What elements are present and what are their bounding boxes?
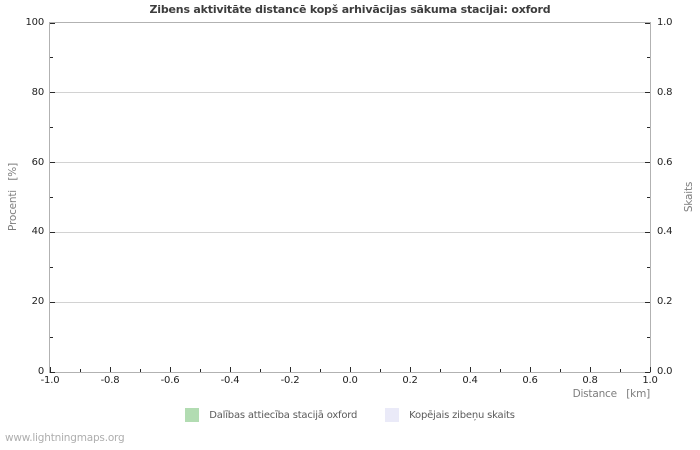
y-right-tick-label: 0.2: [657, 296, 673, 308]
x-tick: [529, 367, 531, 372]
x-minor-tick: [259, 369, 261, 372]
x-axis-title: Distance [km]: [572, 388, 651, 400]
y-right-tick-label: 0.8: [657, 86, 673, 98]
gridline: [50, 162, 650, 164]
y-right-tick: [645, 92, 650, 94]
y-left-tick: [50, 22, 55, 24]
y-right-minor-tick: [647, 57, 650, 59]
x-tick-label: -0.2: [280, 375, 300, 386]
x-tick-label: 0.0: [342, 375, 358, 386]
x-minor-tick: [439, 369, 441, 372]
y-right-tick: [645, 22, 650, 24]
plot-area: 0 20 40 60 80 100 0.0 0.2 0.4 0.6 0.8 1.0 -1.0 -0.8 -0…: [26, 17, 673, 386]
left-axis-title: Procenti [%]: [7, 163, 19, 231]
x-tick: [589, 367, 591, 372]
y-left-minor-tick: [50, 127, 53, 129]
x-tick-label: 0.6: [522, 375, 538, 386]
y-left-tick: [50, 92, 55, 94]
y-right-tick-label: 0.6: [657, 156, 673, 168]
legend-label: Kopējais zibeņu skaits: [409, 409, 515, 421]
y-right-minor-tick: [647, 127, 650, 129]
x-minor-tick: [79, 369, 81, 372]
y-right-tick: [645, 162, 650, 164]
y-right-tick: [645, 371, 650, 373]
x-minor-tick: [139, 369, 141, 372]
x-tick-label: -1.0: [40, 375, 60, 386]
y-right-tick: [645, 301, 650, 303]
y-left-tick-label: 0: [37, 366, 44, 377]
y-left-minor-tick: [50, 197, 53, 198]
x-tick-label: 1.0: [642, 375, 658, 386]
x-tick: [649, 367, 651, 372]
legend-item: Dalības attiecība stacijā oxford: [185, 408, 357, 422]
x-tick: [349, 367, 351, 372]
x-minor-tick: [559, 369, 561, 372]
x-minor-tick: [499, 369, 501, 372]
y-left-tick-label: 80: [31, 86, 45, 98]
legend-swatch: [185, 408, 200, 422]
x-tick-label: 0.8: [582, 375, 598, 386]
y-left-tick: [50, 301, 55, 303]
y-left-tick-label: 40: [31, 226, 45, 238]
gridline: [50, 301, 650, 303]
y-right-tick-label: 1.0: [657, 17, 673, 28]
chart-title: Zibens aktivitāte distancē kopš arhivāci…: [149, 3, 551, 16]
y-left-tick: [50, 371, 55, 373]
watermark-text: www.lightningmaps.org: [5, 432, 125, 444]
x-minor-tick: [319, 369, 321, 372]
x-tick: [109, 367, 111, 372]
gridline: [50, 92, 650, 94]
right-axis-title: Skaits: [683, 181, 695, 213]
x-tick-label: -0.8: [100, 375, 120, 386]
y-right-tick-label: 0.0: [657, 366, 673, 377]
y-right-tick: [645, 231, 650, 233]
x-tick-label: -0.6: [160, 375, 180, 386]
legend-item: Kopējais zibeņu skaits: [385, 408, 515, 422]
x-tick-label: 0.4: [462, 375, 478, 386]
legend-label: Dalības attiecība stacijā oxford: [209, 409, 358, 421]
gridline: [50, 231, 650, 233]
x-tick-label: 0.2: [402, 375, 418, 386]
x-minor-tick: [379, 369, 381, 372]
x-tick: [169, 367, 171, 372]
x-tick-label: -0.4: [220, 375, 240, 386]
y-left-tick-label: 20: [31, 296, 45, 308]
legend-swatch: [385, 408, 400, 422]
y-right-minor-tick: [647, 336, 650, 338]
y-right-minor-tick: [647, 197, 650, 198]
x-minor-tick: [199, 369, 201, 372]
y-left-tick: [50, 231, 55, 233]
y-right-minor-tick: [647, 266, 650, 268]
y-left-minor-tick: [50, 266, 53, 268]
x-tick: [229, 367, 231, 372]
y-left-tick-label: 100: [25, 17, 45, 28]
x-tick: [469, 367, 471, 372]
y-left-tick-label: 60: [31, 156, 45, 168]
x-minor-tick: [619, 369, 621, 372]
y-left-minor-tick: [50, 336, 53, 338]
y-left-minor-tick: [50, 57, 53, 59]
y-right-tick-label: 0.4: [657, 226, 673, 238]
x-tick: [289, 367, 291, 372]
y-left-tick: [50, 162, 55, 164]
x-tick: [49, 367, 51, 372]
x-tick: [409, 367, 411, 372]
legend: Dalības attiecība stacijā oxford Kopējais…: [0, 408, 700, 422]
